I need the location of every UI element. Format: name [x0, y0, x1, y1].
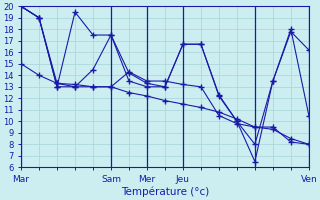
X-axis label: Température (°c): Température (°c): [121, 187, 209, 197]
